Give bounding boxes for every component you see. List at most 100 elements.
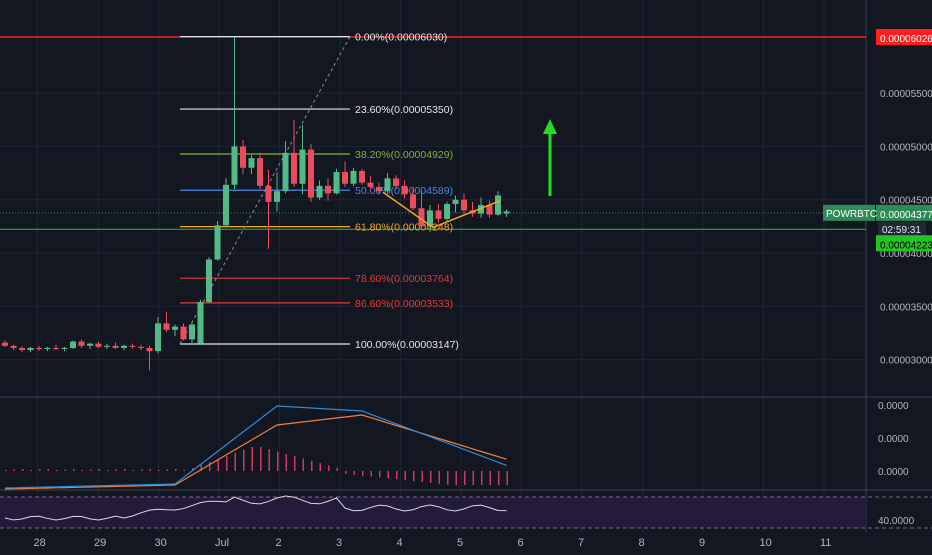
macd-histogram-bar (13, 469, 15, 471)
macd-histogram-bar (277, 451, 279, 471)
macd-histogram-bar (90, 469, 92, 471)
x-tick-label: 4 (397, 537, 403, 549)
macd-histogram-bar (455, 471, 457, 485)
fib-trend-line (179, 36, 351, 345)
countdown-badge-text: 02:59:31 (882, 225, 921, 236)
y-tick-label: 0.00005000 (880, 142, 932, 153)
x-tick-label: 29 (94, 537, 106, 549)
macd-histogram-bar (430, 471, 432, 483)
candle-body (223, 184, 229, 226)
candle-body (197, 302, 204, 344)
x-tick-label: 28 (34, 537, 46, 549)
x-tick-label: 5 (457, 537, 463, 549)
candle-body (44, 347, 51, 350)
macd-histogram-bar (115, 469, 117, 471)
candle-body (452, 199, 459, 204)
macd-y-tick: 0.0000 (878, 434, 909, 445)
macd-histogram-bar (328, 465, 330, 471)
macd-y-tick: 0.0000 (878, 401, 909, 412)
macd-histogram-bar (353, 471, 355, 475)
macd-histogram-bar (234, 453, 236, 471)
candle-body (138, 346, 144, 348)
macd-histogram-bar (481, 471, 483, 485)
candle-body (61, 347, 68, 350)
candle-body (401, 185, 408, 195)
fib-level-label: 61.80%(0.00004248) (355, 222, 453, 234)
macd-histogram-bar (396, 471, 398, 480)
macd-histogram-bar (370, 471, 372, 477)
candle-body (172, 326, 178, 330)
y-tick-label: 0.00003500 (880, 302, 932, 313)
macd-histogram-bar (336, 467, 338, 471)
macd-histogram-bar (268, 449, 270, 471)
x-tick-label: 6 (518, 537, 524, 549)
macd-histogram-bar (175, 469, 177, 471)
macd-histogram-bar (226, 456, 228, 471)
x-tick-label: 7 (578, 537, 584, 549)
candle-body (27, 347, 34, 351)
macd-histogram-bar (464, 471, 466, 485)
resistance-badge-text: 0.00006026 (880, 34, 932, 45)
macd-histogram-bar (73, 469, 75, 471)
candle-body (104, 345, 110, 347)
candle-body (10, 345, 17, 348)
macd-histogram-bar (294, 456, 296, 471)
candle-body (342, 171, 348, 184)
macd-histogram-bar (22, 469, 24, 471)
y-tick-label: 0.00004500 (880, 196, 932, 207)
candle-body (376, 186, 382, 192)
candle-body (486, 205, 493, 215)
candle-body (2, 342, 8, 346)
x-tick-label: 9 (699, 537, 705, 549)
macd-line (4, 405, 507, 489)
last-price-badge-bg (876, 204, 932, 221)
candle-body (461, 199, 467, 211)
macd-histogram-bar (141, 469, 143, 471)
x-tick-label: 30 (155, 537, 167, 549)
macd-histogram-bar (421, 471, 423, 482)
candle-body (444, 203, 450, 219)
macd-histogram-bar (209, 462, 211, 471)
candle-body (299, 149, 306, 184)
candle-body (325, 185, 331, 194)
x-tick-label: 2 (276, 537, 282, 549)
macd-histogram-bar (47, 469, 49, 471)
symbol-tag-text: POWRBTC (826, 209, 877, 220)
macd-histogram-bar (30, 470, 32, 471)
macd-histogram-bar (200, 465, 202, 471)
rsi-y-tick: 40.0000 (878, 516, 915, 527)
fib-level-label: 100.00%(0.00003147) (355, 339, 459, 351)
candle-body (333, 171, 340, 194)
fib-level-label: 78.60%(0.00003764) (355, 273, 453, 285)
candle-body (112, 345, 119, 348)
candle-body (129, 345, 136, 347)
macd-histogram-bar (39, 469, 41, 471)
candle-body (316, 185, 323, 198)
macd-histogram-bar (472, 471, 474, 485)
macd-histogram-bar (124, 469, 126, 471)
candle-body (214, 225, 221, 260)
candle-body (435, 210, 442, 219)
candle-body (95, 343, 102, 347)
candle-body (384, 178, 391, 192)
candle-body (503, 211, 510, 214)
macd-histogram-bar (285, 453, 287, 471)
macd-histogram-bar (447, 471, 449, 485)
macd-histogram-bar (404, 471, 406, 481)
x-tick-label: Jul (215, 537, 229, 549)
countdown-badge-bg (878, 221, 926, 236)
candle-body (257, 158, 263, 186)
candle-body (146, 347, 153, 352)
pattern-drawing (382, 191, 501, 229)
candle-body (70, 341, 76, 348)
candle-body (282, 152, 289, 192)
candle-body (206, 259, 212, 303)
candle-body (265, 185, 272, 202)
macd-histogram-bar (506, 471, 508, 485)
fib-level-label: 38.20%(0.00004929) (355, 149, 453, 161)
candle-body (78, 341, 85, 346)
macd-histogram-bar (302, 458, 304, 471)
macd-histogram-bar (362, 471, 364, 476)
